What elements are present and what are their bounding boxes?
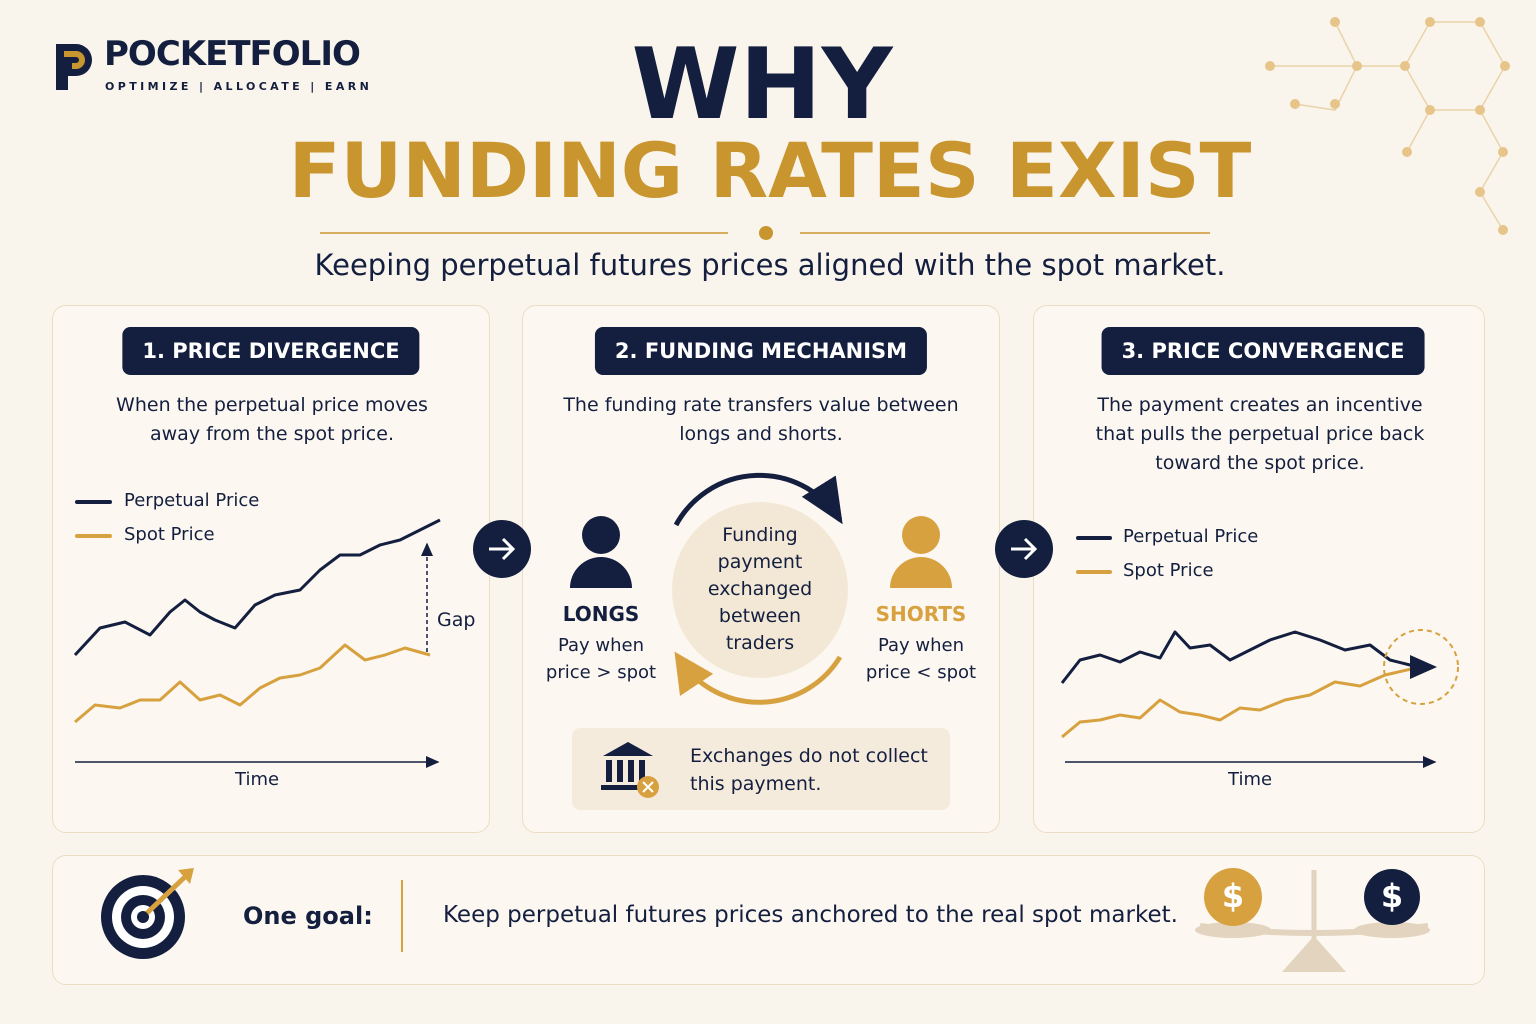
panel-text: The funding rate transfers value between… [563,394,959,445]
shape [74,643,431,724]
shape [1479,109,1504,231]
shorts-label: SHORTS [875,602,967,626]
shape [1475,105,1485,115]
longs-text: Pay when price > spot [545,635,657,683]
axis-label: Time [235,769,280,790]
panel-box [52,305,490,833]
title-line2: FUNDING RATES EXIST [288,126,1252,215]
legend-entry: Spot Price [1123,560,1214,581]
shape [1282,936,1346,972]
shape [617,760,623,782]
shape [606,760,612,782]
shape [137,911,149,923]
footer-label: One goal: [243,902,373,930]
shape [1364,869,1420,925]
shape [1406,109,1431,153]
shape [1404,65,1506,111]
shape [1475,187,1485,197]
shape [1061,665,1421,739]
title-line1: WHY [631,28,893,142]
subtitle: Keeping perpetual futures prices aligned… [314,248,1226,282]
shape [601,785,651,790]
shape [178,868,194,884]
shape [1011,537,1038,561]
shape [1498,225,1508,235]
shape [1425,17,1435,27]
shape [73,518,441,657]
shape [1400,61,1410,71]
legend-entry: Perpetual Price [124,490,260,511]
shape [1294,21,1358,111]
shape [1383,629,1459,705]
shape [1060,630,1431,684]
shape [639,760,645,782]
shape [1475,17,1485,27]
shape [1354,922,1430,938]
longs-label: LONGS [562,602,640,626]
legend-entry: Perpetual Price [1123,526,1259,547]
panel-heading: 2. FUNDING MECHANISM [594,327,928,375]
panel-heading: 1. PRICE DIVERGENCE [122,327,420,375]
shape [572,728,950,810]
shape [628,760,634,782]
shape [1265,17,1510,235]
coin-symbol: $ [1221,877,1245,915]
shape [1330,17,1340,27]
center-text: Funding payment exchanged between trader… [707,524,813,654]
shape [1265,61,1275,71]
shape [1204,868,1262,926]
coin-symbol: $ [1380,877,1404,915]
shape [1290,99,1300,109]
panel-text: When the perpetual price moves away from… [116,394,428,445]
gap-label: Gap [437,609,476,631]
shape [1270,21,1506,231]
shape [145,872,190,915]
shape [64,51,85,69]
shorts-text: Pay when price < spot [865,635,977,683]
legend-entry: Spot Price [124,524,215,545]
shape [582,516,620,554]
shape [1195,922,1271,938]
shape [1500,61,1510,71]
shape [674,651,843,705]
brand-name: POCKETFOLIO [104,34,361,74]
footer-text: Keep perpetual futures prices anchored t… [443,902,1178,928]
panel-text: The payment creates an incentive that pu… [1095,394,1425,474]
shape [890,557,952,588]
shape [603,742,653,756]
shape [642,781,654,793]
shape [489,537,516,561]
shape [672,502,848,678]
shape [1498,147,1508,157]
shape [1352,61,1362,71]
shape [1402,147,1412,157]
panel-heading: 3. PRICE CONVERGENCE [1101,327,1425,375]
axis-label: Time [1228,769,1273,790]
shape [570,557,632,588]
shape [1425,105,1435,115]
shape [673,472,843,527]
brand-tagline: OPTIMIZE | ALLOCATE | EARN [105,80,373,93]
shape [1330,99,1340,109]
note: Exchanges do not collect this payment. [690,745,928,795]
shape [759,226,773,240]
panel-box [1033,305,1485,833]
shape [902,516,940,554]
